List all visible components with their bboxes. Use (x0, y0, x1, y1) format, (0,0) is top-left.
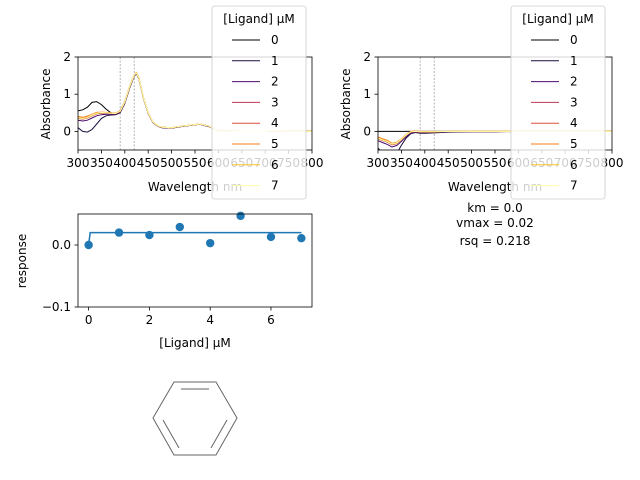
legend-label-4: 4 (271, 116, 279, 130)
spectra-lines (78, 71, 312, 133)
legend-label-7: 7 (271, 179, 279, 193)
stat-km: km = 0.0 (467, 201, 522, 215)
y-tick-label: 1 (63, 87, 71, 101)
x-tick-label: 6 (267, 313, 275, 327)
legend-label-2: 2 (570, 75, 578, 89)
y-tick-label: 2 (363, 50, 371, 64)
data-point (205, 238, 215, 248)
x-tick-label: 500 (460, 156, 483, 170)
spectrum-line-7 (78, 72, 312, 132)
data-point (266, 232, 276, 242)
spectra-raw-plot: 300350400450500550600650700750800 012 Wa… (39, 5, 323, 200)
marker-lines (119, 57, 135, 150)
x-tick-label: 400 (113, 156, 136, 170)
x-tick-label: 4 (206, 313, 214, 327)
stat-vmax: vmax = 0.02 (456, 216, 534, 230)
axes-frame (77, 213, 313, 308)
legend-label-7: 7 (570, 179, 578, 193)
legend-label-2: 2 (271, 75, 279, 89)
benzene-structure (152, 381, 238, 456)
y-tick-label: −0.1 (42, 300, 71, 314)
legend-label-1: 1 (271, 54, 279, 68)
x-tick-label: 400 (413, 156, 436, 170)
data-point (236, 211, 245, 221)
y-ticks: 0 1 2 (363, 50, 378, 138)
benzene-double-bond (162, 419, 180, 449)
fit-curve (87, 231, 302, 246)
x-tick-label: 550 (484, 156, 507, 170)
x-tick-label: 350 (90, 156, 113, 170)
y-tick-label: 0 (63, 124, 71, 138)
data-point (175, 222, 185, 232)
legend: [Ligand] µM 0 1 2 3 4 5 6 7 (211, 5, 307, 200)
legend-label-6: 6 (570, 158, 578, 172)
legend-label-3: 3 (570, 95, 578, 109)
legend-label-4: 4 (570, 116, 578, 130)
binding-response-plot: 0 2 4 6 −0.1 0.0 [Ligand] µM response (15, 211, 313, 350)
y-tick-label: 1 (363, 87, 371, 101)
benzene-double-bond (210, 419, 228, 449)
x-tick-label: 450 (437, 156, 460, 170)
y-axis-label: Absorbance (339, 69, 353, 140)
x-tick-label: 300 (367, 156, 390, 170)
y-ticks: 0 1 2 (63, 50, 78, 138)
x-tick-label: 300 (67, 156, 90, 170)
data-point (114, 228, 124, 237)
x-ticks: 0 2 4 6 (85, 307, 275, 327)
y-tick-label: 0.0 (52, 238, 71, 252)
x-tick-label: 550 (184, 156, 207, 170)
data-point (297, 233, 306, 243)
y-ticks: −0.1 0.0 (42, 238, 78, 314)
legend-label-5: 5 (570, 137, 578, 151)
spectra-difference-plot: 300350400450500550600650700750800 012 Wa… (339, 5, 624, 200)
legend-label-3: 3 (271, 95, 279, 109)
marker-lines (419, 57, 435, 150)
data-points (84, 211, 306, 250)
y-tick-label: 2 (63, 50, 71, 64)
legend-title: [Ligand] µM (223, 12, 294, 26)
x-tick-label: 500 (160, 156, 183, 170)
legend-label-0: 0 (570, 33, 578, 47)
y-axis-label: Absorbance (39, 69, 53, 140)
x-axis-label: [Ligand] µM (159, 336, 230, 350)
legend: [Ligand] µM 0 1 2 3 4 5 6 7 (510, 5, 606, 200)
x-tick-label: 350 (390, 156, 413, 170)
data-point (84, 240, 93, 250)
fit-stats: km = 0.0 vmax = 0.02 rsq = 0.218 (456, 201, 534, 248)
legend-label-6: 6 (271, 158, 279, 172)
legend-label-1: 1 (570, 54, 578, 68)
y-axis-label: response (15, 234, 29, 289)
fit-line (87, 231, 302, 246)
legend-title: [Ligand] µM (522, 12, 593, 26)
data-point (145, 230, 154, 240)
legend-label-5: 5 (271, 137, 279, 151)
benzene-ring (152, 381, 238, 456)
x-tick-label: 0 (85, 313, 93, 327)
x-tick-label: 800 (601, 156, 624, 170)
x-tick-label: 450 (137, 156, 160, 170)
x-tick-label: 2 (146, 313, 154, 327)
y-tick-label: 0 (363, 124, 371, 138)
legend-label-0: 0 (271, 33, 279, 47)
stat-rsq: rsq = 0.218 (460, 234, 531, 248)
